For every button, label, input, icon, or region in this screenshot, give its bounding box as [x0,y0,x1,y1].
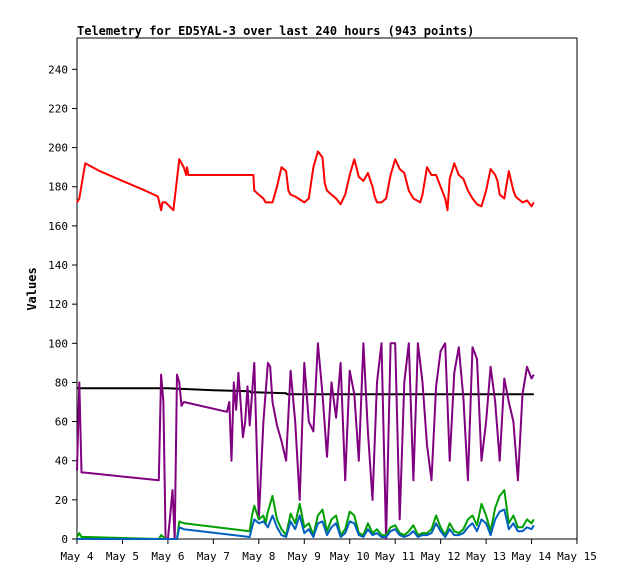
x-tick-label: May 4 [60,550,93,563]
y-tick-label: 200 [48,142,68,155]
x-tick-label: May 10 [330,550,370,563]
series-line-0 [76,150,535,212]
x-tick-label: May 9 [288,550,321,563]
x-tick-label: May 13 [466,550,506,563]
y-tick-label: 40 [55,455,68,468]
series-line-2 [76,342,535,540]
y-tick-label: 240 [48,63,68,76]
series-layer [76,150,535,540]
series-line-1 [77,387,534,396]
x-tick-label: May 5 [106,550,139,563]
y-axis-ticks: 0 20 40 60 80 100 120 140 160 180 200 220 240 [48,63,77,546]
x-tick-label: May 6 [151,550,184,563]
x-tick-label: May 12 [421,550,461,563]
y-tick-label: 20 [55,494,68,507]
y-axis-label: Values [25,267,39,310]
y-tick-label: 60 [55,416,68,429]
y-tick-label: 0 [61,533,68,546]
plot-frame [76,37,578,540]
y-tick-label: 180 [48,181,68,194]
x-tick-label: May 8 [242,550,275,563]
series-line-4 [77,508,535,540]
y-tick-label: 100 [48,337,68,350]
chart-title: Telemetry for ED5YAL-3 over last 240 hou… [77,24,474,38]
x-tick-label: May 14 [512,550,552,563]
y-tick-label: 140 [48,259,68,272]
x-axis-ticks: May 4 May 5 May 6 May 7 May 8 May 9 May 10 May … [60,539,597,563]
y-tick-label: 220 [48,102,68,115]
series-line-3 [76,489,535,540]
x-tick-label: May 11 [375,550,415,563]
y-tick-label: 80 [55,376,68,389]
y-tick-label: 160 [48,220,68,233]
x-tick-label: May 15 [557,550,597,563]
y-tick-label: 120 [48,298,68,311]
x-tick-label: May 7 [197,550,230,563]
